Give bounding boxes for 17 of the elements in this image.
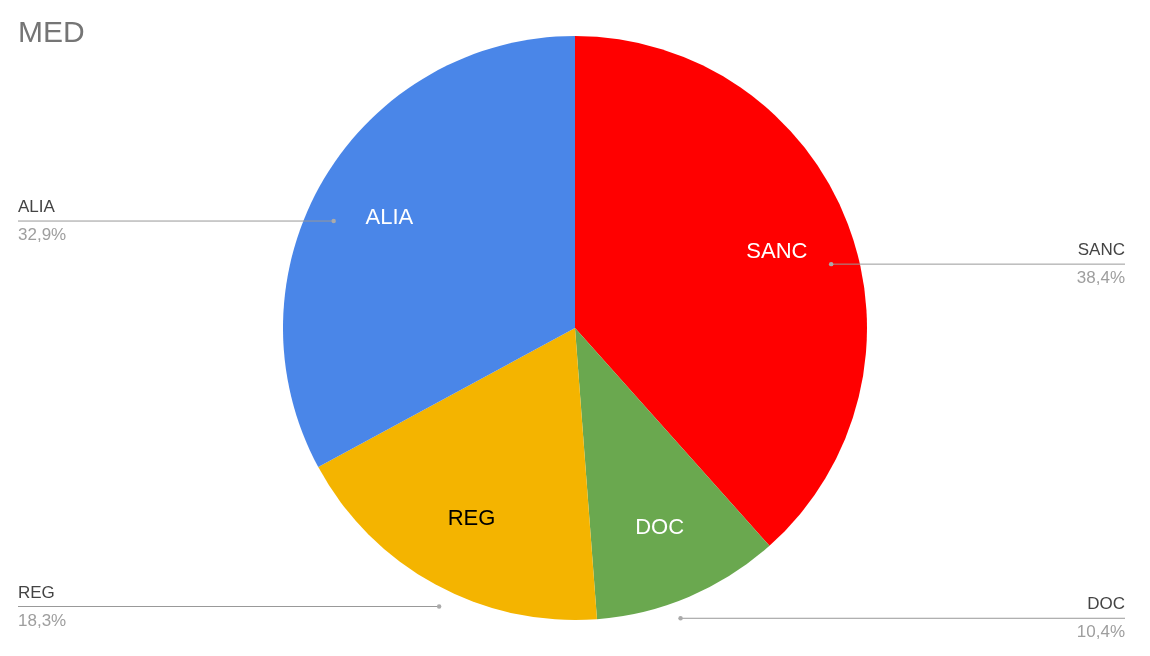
slice-label: REG [447, 504, 496, 530]
slice-label: REG [18, 582, 55, 602]
pie-slice [575, 36, 867, 546]
data-label: 18,3% [18, 610, 67, 630]
pie-slice [575, 328, 770, 620]
data-label: 32,9% [18, 225, 67, 245]
data-label: 10,4% [1076, 622, 1125, 642]
slice-label: DOC [1087, 594, 1125, 614]
slice-label: DOC [635, 513, 685, 539]
data-label: 38,4% [1076, 268, 1125, 288]
slice-label: SANC [1077, 240, 1125, 260]
pie-slice [318, 328, 597, 620]
slice-label: ALIA [365, 204, 414, 230]
slice-label: SANC [746, 237, 808, 263]
slice-label: ALIA [18, 197, 56, 217]
chart-title: MED [18, 15, 85, 48]
pie-slice [283, 36, 575, 468]
